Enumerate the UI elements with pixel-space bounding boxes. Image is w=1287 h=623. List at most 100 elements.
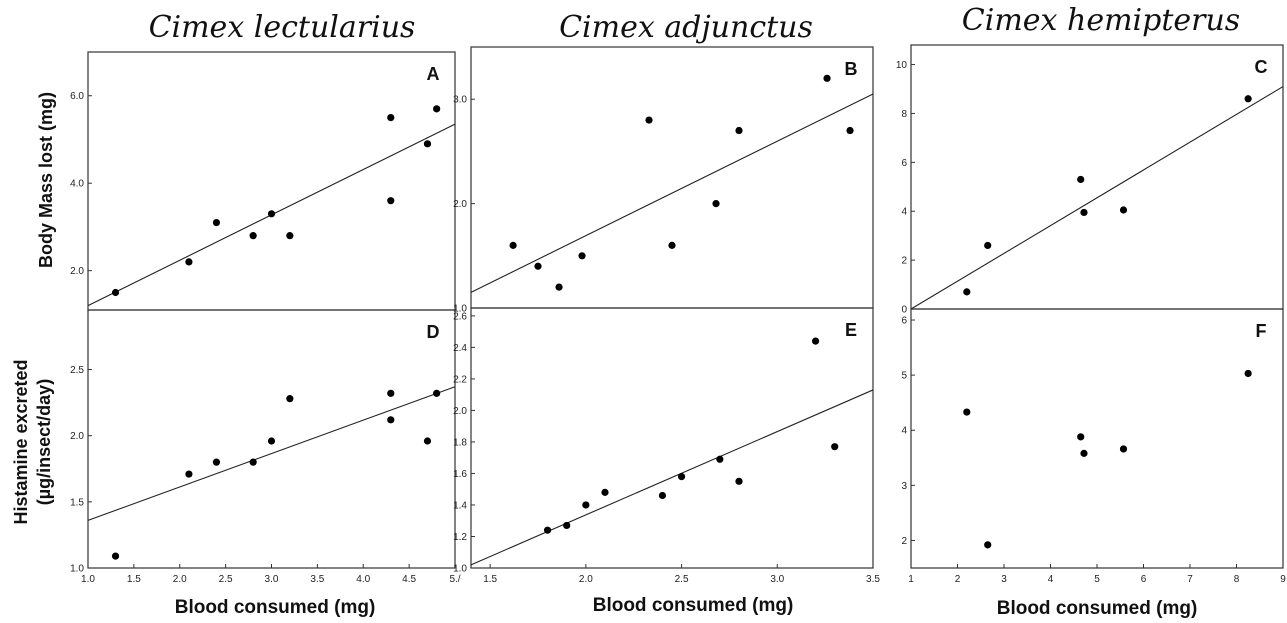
data-point [286, 232, 294, 240]
data-point [578, 252, 586, 260]
y-tick-label: 2.0 [453, 199, 467, 210]
panel-label: C [1255, 57, 1268, 77]
data-point [555, 283, 563, 291]
x-axis-label-hemipterus: Blood consumed (mg) [997, 598, 1198, 619]
panel-d: 1.0 1.5 2.0 2.5 1.0 1.5 2.0 2.5 3.0 3.5 4.0 4.5 5./ D [70, 309, 461, 585]
x-tick-label: 1.0 [81, 574, 95, 585]
panel-c: 0 2 4 6 8 10 C [896, 44, 1284, 316]
x-tick-label: 3.5 [310, 574, 324, 585]
x-tick-label: 8 [1234, 574, 1240, 585]
panel-label: A [427, 64, 440, 84]
y-tick-label: 2.4 [453, 343, 467, 354]
regression-line [87, 386, 456, 521]
data-point [677, 473, 686, 481]
y-axis-label-histamine-line1: Histamine excreted [11, 359, 31, 524]
data-point [185, 470, 193, 478]
data-point [811, 337, 820, 345]
y-tick-label: 1.8 [453, 437, 467, 448]
y-tick-label: 4 [901, 207, 907, 218]
y-tick-label: 6.0 [70, 91, 84, 102]
data-point [249, 232, 257, 240]
panel-frame [470, 307, 874, 569]
data-point [543, 526, 552, 534]
x-axis-label-adjunctus: Blood consumed (mg) [593, 595, 794, 616]
y-tick-label: 2.5 [70, 365, 84, 376]
data-point [534, 262, 542, 270]
data-point [645, 116, 653, 124]
y-tick-label: 5 [901, 371, 907, 382]
x-tick-label: 4.5 [402, 574, 416, 585]
data-point [1244, 369, 1252, 378]
data-point [433, 105, 441, 113]
panel-frame [910, 44, 1284, 310]
data-point [185, 258, 193, 266]
panel-a: 2.0 4.0 6.0 A [70, 51, 456, 311]
y-tick-label: 2 [901, 536, 907, 547]
data-point [1077, 175, 1085, 184]
y-tick-label: 1.4 [453, 500, 467, 511]
y-tick-label: 3 [901, 481, 907, 492]
y-tick-label: 10 [896, 60, 908, 71]
data-point [563, 521, 571, 530]
data-point [1119, 445, 1128, 453]
data-point [1244, 95, 1252, 103]
x-tick-label: 4 [1048, 574, 1054, 585]
y-tick-label: 2.2 [453, 374, 467, 385]
data-point [823, 74, 831, 82]
data-point [735, 477, 743, 485]
y-tick-label: 1.6 [453, 469, 467, 480]
data-point [387, 197, 395, 205]
regression-line [470, 389, 874, 566]
data-point [212, 218, 221, 227]
x-tick-label: 2 [955, 574, 961, 585]
panel-f: 2 3 4 5 6 1 2 3 4 5 6 7 8 9 F [901, 308, 1286, 585]
y-tick-label: 4 [901, 426, 907, 437]
regression-line [470, 93, 874, 293]
x-tick-label: 2.0 [173, 574, 187, 585]
x-tick-label: 5 [1094, 574, 1100, 585]
data-point [387, 416, 395, 424]
data-point [433, 389, 441, 397]
data-point [286, 395, 294, 403]
regression-line [910, 86, 1284, 310]
panel-frame [910, 308, 1284, 569]
panel-label: D [427, 322, 440, 342]
x-tick-label: 9 [1280, 574, 1286, 585]
species-title-hemipterus: Cimex hemipterus [962, 3, 1240, 38]
data-point [509, 241, 517, 249]
y-tick-label: 1.0 [70, 564, 84, 575]
data-point [267, 437, 276, 445]
y-tick-label: 1.5 [70, 497, 84, 508]
data-point [249, 458, 257, 466]
panel-b: 1.0 2.0 3.0 B [453, 46, 874, 315]
data-point [712, 200, 720, 208]
y-tick-label: 2.6 [453, 311, 467, 322]
y-tick-label: 1.0 [453, 564, 467, 575]
y-axis-label-body-mass: Body Mass lost (mg) [36, 92, 56, 268]
data-point [212, 458, 221, 466]
x-tick-label: 2.0 [579, 574, 593, 585]
y-tick-label: 3.0 [453, 95, 467, 106]
y-tick-label: 8 [901, 109, 907, 120]
data-point [267, 210, 276, 218]
species-title-lectularius: Cimex lectularius [149, 10, 416, 45]
x-tick-label: 1.5 [483, 574, 497, 585]
data-point [1077, 433, 1085, 441]
x-tick-label: 3.0 [265, 574, 279, 585]
y-tick-label: 4.0 [70, 179, 84, 190]
panel-frame [470, 46, 874, 309]
data-point [963, 408, 971, 416]
y-tick-label: 2 [901, 256, 907, 267]
x-tick-label: 1 [908, 574, 914, 585]
panel-frame [87, 51, 456, 311]
data-point [658, 491, 667, 500]
y-axis-label-histamine-line2: (µg/insect/day) [34, 379, 54, 505]
y-tick-label: 1.0 [453, 304, 467, 315]
y-tick-label: 6 [901, 158, 907, 169]
data-point [582, 501, 590, 509]
x-tick-label: 2.5 [675, 574, 689, 585]
data-point [846, 126, 854, 135]
x-axis-label-lectularius: Blood consumed (mg) [175, 597, 376, 618]
x-tick-label: 1.5 [127, 574, 141, 585]
